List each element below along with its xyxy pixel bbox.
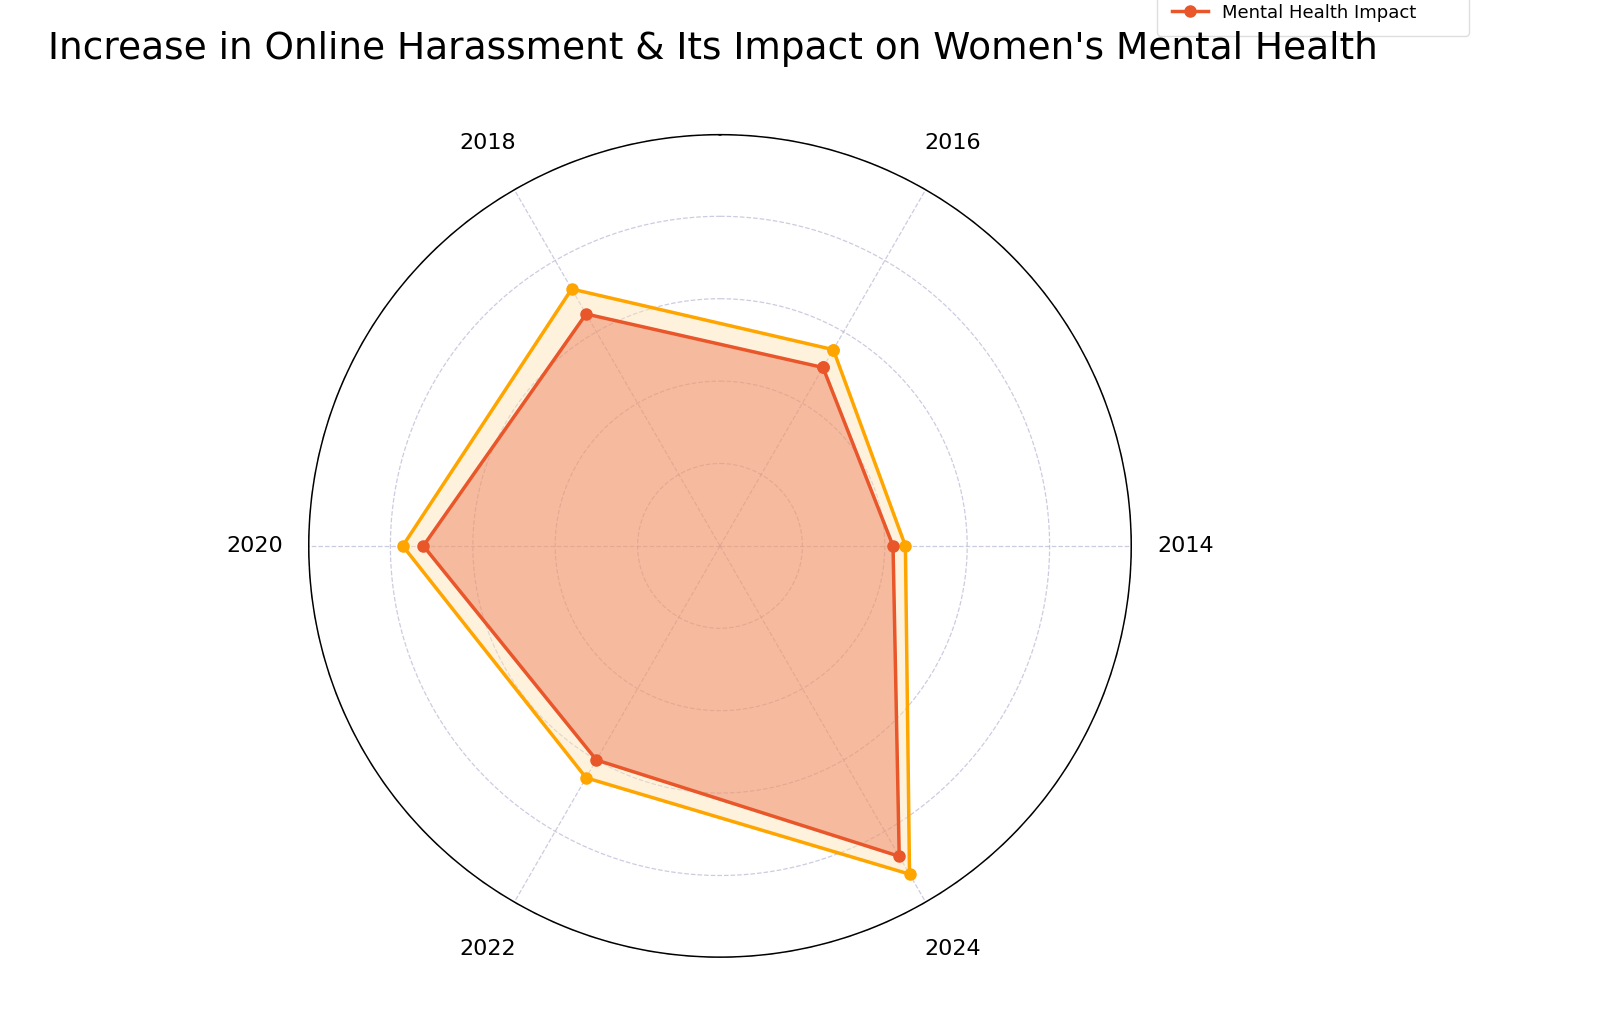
Text: 2016: 2016: [925, 133, 981, 152]
Text: 2022: 2022: [459, 939, 515, 959]
Text: Increase in Online Harassment & Its Impact on Women's Mental Health: Increase in Online Harassment & Its Impa…: [48, 31, 1378, 67]
Polygon shape: [403, 289, 909, 874]
Polygon shape: [424, 314, 899, 856]
Text: 2018: 2018: [459, 133, 515, 152]
Text: 2020: 2020: [226, 536, 283, 556]
Text: 2024: 2024: [925, 939, 981, 959]
Text: 2014: 2014: [1157, 536, 1214, 556]
Legend: Online Harassment Cases, Mental Health Impact: Online Harassment Cases, Mental Health I…: [1157, 0, 1469, 36]
